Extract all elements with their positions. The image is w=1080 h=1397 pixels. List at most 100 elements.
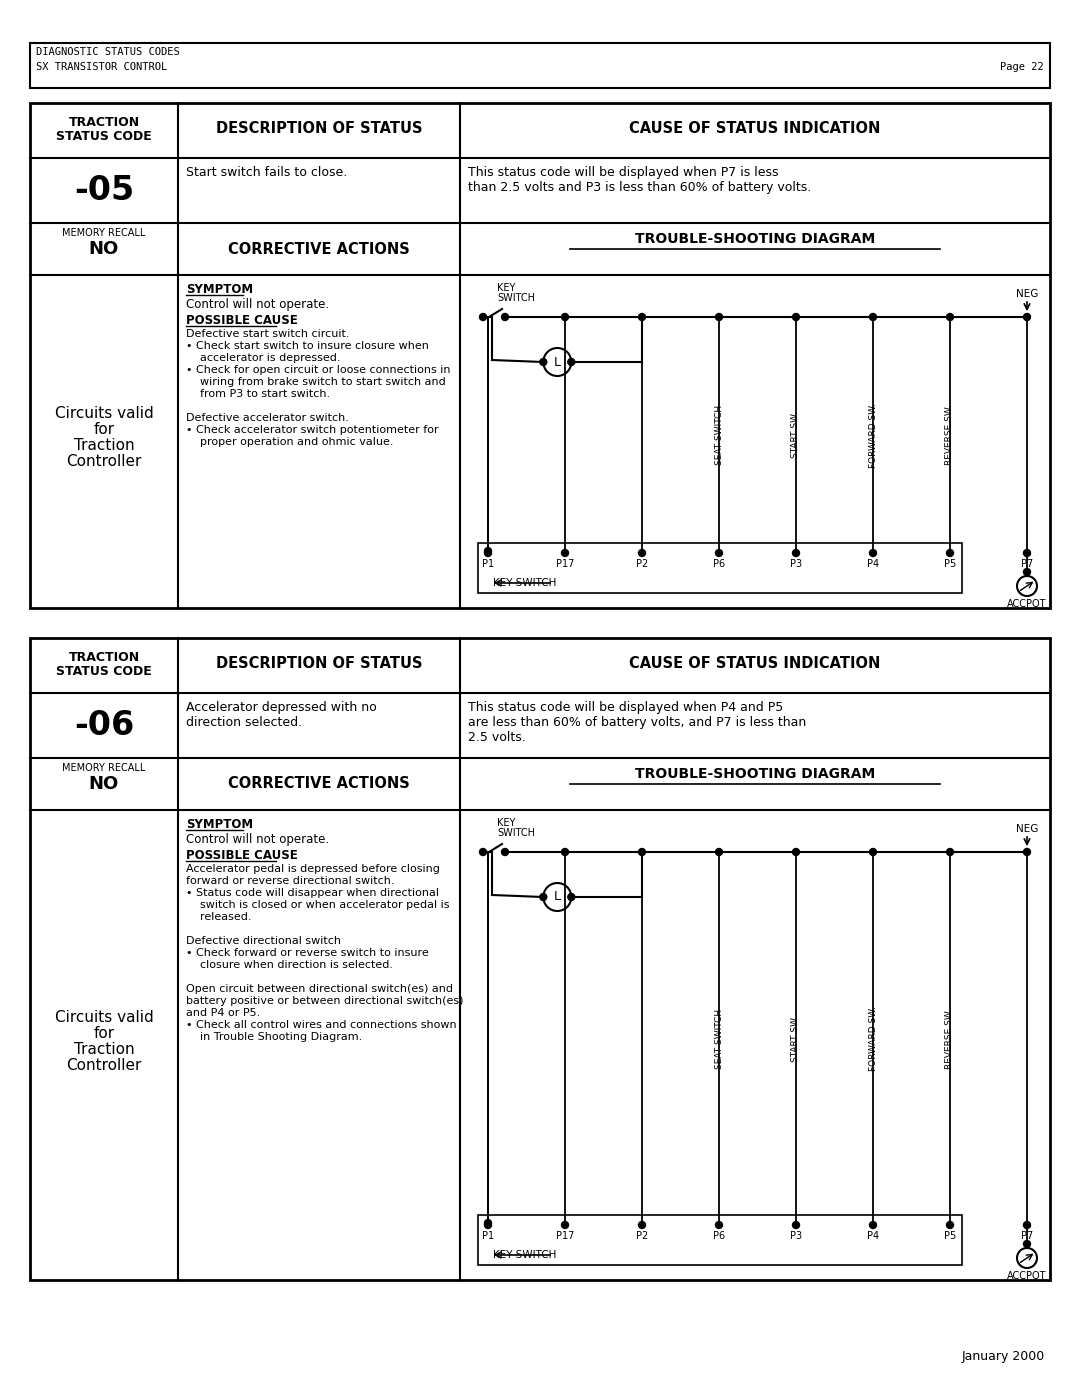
Text: TRACTION: TRACTION — [68, 651, 139, 664]
Text: SWITCH: SWITCH — [497, 293, 535, 303]
Bar — [30, 103, 1050, 608]
Text: This status code will be displayed when P4 and P5
are less than 60% of battery v: This status code will be displayed when … — [468, 701, 807, 745]
Text: REVERSE SW.: REVERSE SW. — [945, 405, 955, 465]
Text: DESCRIPTION OF STATUS: DESCRIPTION OF STATUS — [216, 122, 422, 136]
Circle shape — [946, 549, 954, 556]
Text: KEY: KEY — [497, 284, 515, 293]
Text: • Status code will disappear when directional: • Status code will disappear when direct… — [186, 888, 438, 898]
Text: Circuits valid: Circuits valid — [55, 1010, 153, 1024]
Circle shape — [638, 549, 646, 556]
Circle shape — [501, 313, 509, 320]
Text: Traction: Traction — [73, 439, 134, 453]
Circle shape — [793, 313, 799, 320]
Text: MEMORY RECALL: MEMORY RECALL — [63, 228, 146, 237]
Text: NO: NO — [89, 775, 119, 793]
Circle shape — [562, 1221, 568, 1228]
Circle shape — [946, 1221, 954, 1228]
Text: FORWARD SW.: FORWARD SW. — [868, 402, 877, 468]
Text: P17: P17 — [556, 1231, 575, 1241]
Text: DIAGNOSTIC STATUS CODES: DIAGNOSTIC STATUS CODES — [36, 47, 179, 57]
Circle shape — [869, 549, 877, 556]
Text: P5: P5 — [944, 559, 956, 569]
Bar — [478, 543, 962, 592]
Text: wiring from brake switch to start switch and: wiring from brake switch to start switch… — [186, 377, 446, 387]
Circle shape — [562, 549, 568, 556]
Text: TRACTION: TRACTION — [68, 116, 139, 129]
Text: Traction: Traction — [73, 1042, 134, 1056]
Circle shape — [638, 848, 646, 855]
Text: NEG: NEG — [1016, 289, 1038, 299]
Text: Accelerator depressed with no
direction selected.: Accelerator depressed with no direction … — [186, 701, 377, 729]
Text: P4: P4 — [867, 559, 879, 569]
Text: P4: P4 — [867, 1231, 879, 1241]
Text: • Check accelerator switch potentiometer for: • Check accelerator switch potentiometer… — [186, 425, 438, 434]
Text: Defective start switch circuit.: Defective start switch circuit. — [186, 330, 350, 339]
Text: Defective directional switch: Defective directional switch — [186, 936, 341, 946]
Text: POSSIBLE CAUSE: POSSIBLE CAUSE — [186, 849, 298, 862]
Circle shape — [562, 848, 568, 855]
Text: P17: P17 — [556, 559, 575, 569]
Circle shape — [568, 359, 575, 366]
Circle shape — [946, 848, 954, 855]
Text: released.: released. — [186, 912, 252, 922]
Circle shape — [1024, 848, 1030, 855]
Circle shape — [485, 1220, 491, 1227]
Text: ACCPOT: ACCPOT — [1008, 599, 1047, 609]
Text: • Check start switch to insure closure when: • Check start switch to insure closure w… — [186, 341, 429, 351]
Text: Controller: Controller — [66, 1058, 141, 1073]
Text: SYMPTOM: SYMPTOM — [186, 284, 253, 296]
Circle shape — [540, 359, 546, 366]
Text: KEY SWITCH: KEY SWITCH — [492, 1250, 556, 1260]
Text: Start switch fails to close.: Start switch fails to close. — [186, 166, 348, 179]
Text: • Check for open circuit or loose connections in: • Check for open circuit or loose connec… — [186, 365, 450, 374]
Circle shape — [638, 1221, 646, 1228]
Circle shape — [793, 549, 799, 556]
Circle shape — [485, 549, 491, 556]
Text: This status code will be displayed when P7 is less
than 2.5 volts and P3 is less: This status code will be displayed when … — [468, 166, 811, 194]
Circle shape — [562, 313, 568, 320]
Text: CAUSE OF STATUS INDICATION: CAUSE OF STATUS INDICATION — [630, 122, 880, 136]
Text: NO: NO — [89, 240, 119, 258]
Text: KEY SWITCH: KEY SWITCH — [492, 578, 556, 588]
Text: P2: P2 — [636, 559, 648, 569]
Text: P1: P1 — [482, 559, 494, 569]
Circle shape — [568, 894, 575, 901]
Text: -06: -06 — [73, 710, 134, 742]
Text: P6: P6 — [713, 1231, 725, 1241]
Text: SX TRANSISTOR CONTROL: SX TRANSISTOR CONTROL — [36, 61, 167, 73]
Text: for: for — [94, 422, 114, 437]
Text: -05: -05 — [73, 175, 134, 207]
Circle shape — [485, 548, 491, 555]
Text: Control will not operate.: Control will not operate. — [186, 298, 329, 312]
Text: P3: P3 — [789, 1231, 802, 1241]
Circle shape — [638, 313, 646, 320]
Text: FORWARD SW.: FORWARD SW. — [868, 1006, 877, 1071]
Text: P7: P7 — [1021, 559, 1034, 569]
Circle shape — [1024, 313, 1030, 320]
Text: from P3 to start switch.: from P3 to start switch. — [186, 388, 330, 400]
Text: P5: P5 — [944, 1231, 956, 1241]
Text: DESCRIPTION OF STATUS: DESCRIPTION OF STATUS — [216, 657, 422, 671]
Circle shape — [715, 848, 723, 855]
Circle shape — [1024, 1221, 1030, 1228]
Circle shape — [869, 313, 877, 320]
Text: P2: P2 — [636, 1231, 648, 1241]
Circle shape — [480, 848, 486, 855]
Text: January 2000: January 2000 — [962, 1350, 1045, 1363]
Text: STATUS CODE: STATUS CODE — [56, 665, 152, 678]
Text: switch is closed or when accelerator pedal is: switch is closed or when accelerator ped… — [186, 900, 449, 909]
Text: Controller: Controller — [66, 454, 141, 469]
Text: SWITCH: SWITCH — [497, 828, 535, 838]
Text: START SW.: START SW. — [792, 412, 800, 458]
Circle shape — [715, 1221, 723, 1228]
Text: for: for — [94, 1025, 114, 1041]
Text: Accelerator pedal is depressed before closing: Accelerator pedal is depressed before cl… — [186, 863, 440, 875]
Circle shape — [715, 549, 723, 556]
Circle shape — [946, 313, 954, 320]
Circle shape — [793, 1221, 799, 1228]
Circle shape — [540, 894, 546, 901]
Bar — [30, 638, 1050, 1280]
Text: Defective accelerator switch.: Defective accelerator switch. — [186, 414, 349, 423]
Text: SEAT SWITCH: SEAT SWITCH — [715, 405, 724, 465]
Text: NEG: NEG — [1016, 824, 1038, 834]
